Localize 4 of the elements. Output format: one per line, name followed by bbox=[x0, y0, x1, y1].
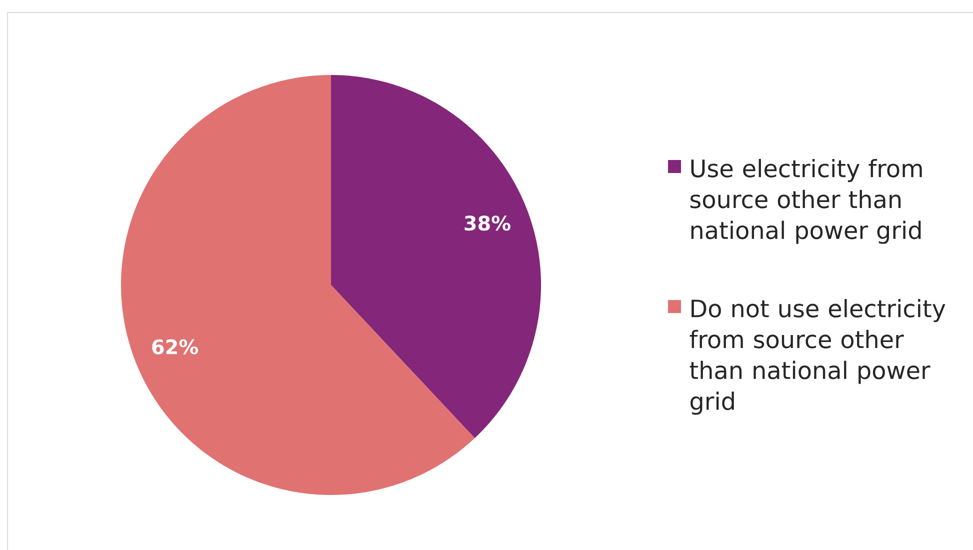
legend-label: Use electricity from source other than national power grid bbox=[690, 158, 922, 244]
data-label: 62% bbox=[152, 339, 198, 354]
data-label: 38% bbox=[464, 216, 510, 231]
legend-label: Do not use electricity from source other than national power grid bbox=[690, 299, 946, 415]
